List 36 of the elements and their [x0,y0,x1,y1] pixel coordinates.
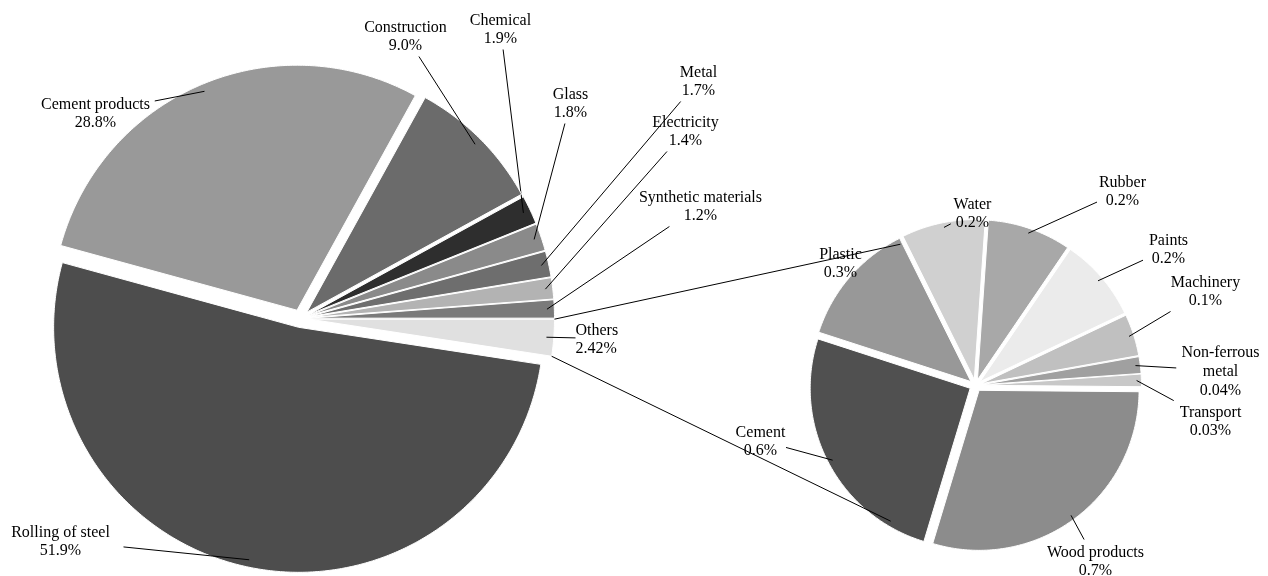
slice-label: Synthetic materials [638,187,763,206]
slice-label: Rubber [1098,172,1147,190]
slice-label: Metal [679,62,718,80]
slice-label: Electricity [652,112,719,131]
data-label: 0.3% [823,263,858,281]
slice-label: Rolling of steel [11,522,111,541]
slice-label: Others [575,320,619,338]
slice-label: Wood products [1047,542,1144,561]
slice-label: Construction [364,17,447,35]
data-label: 1.4% [668,131,703,149]
data-label: 1.8% [553,103,588,121]
slice-label: Transport [1179,402,1242,421]
data-label: 0.2% [1151,249,1186,267]
slice-label: Glass [552,84,589,102]
data-label: 1.2% [683,206,718,224]
data-label: 0.6% [743,441,778,459]
data-label: 0.2% [1105,191,1140,209]
slice-label: Paints [1148,230,1189,248]
data-label: 2.42% [575,339,617,357]
data-label: 51.9% [39,541,82,559]
slice-label: Plastic [819,244,862,262]
data-label: 0.04% [1199,380,1242,398]
data-label: 0.1% [1188,291,1223,309]
data-label: 9.0% [388,36,423,54]
slice-label: Water [953,194,993,212]
data-label: 1.9% [483,29,518,47]
data-label: 28.8% [74,113,117,131]
data-label: 1.7% [681,81,716,99]
data-label: 0.7% [1078,561,1113,576]
data-label: 0.03% [1189,421,1232,439]
slice-label: Non-ferrous metal [1181,343,1260,379]
slice-label: Cement [735,422,786,440]
data-label: 0.2% [955,213,990,231]
slice-label: Chemical [469,10,532,28]
slice-label: Machinery [1170,272,1241,291]
slice-label: Cement products [41,94,150,113]
